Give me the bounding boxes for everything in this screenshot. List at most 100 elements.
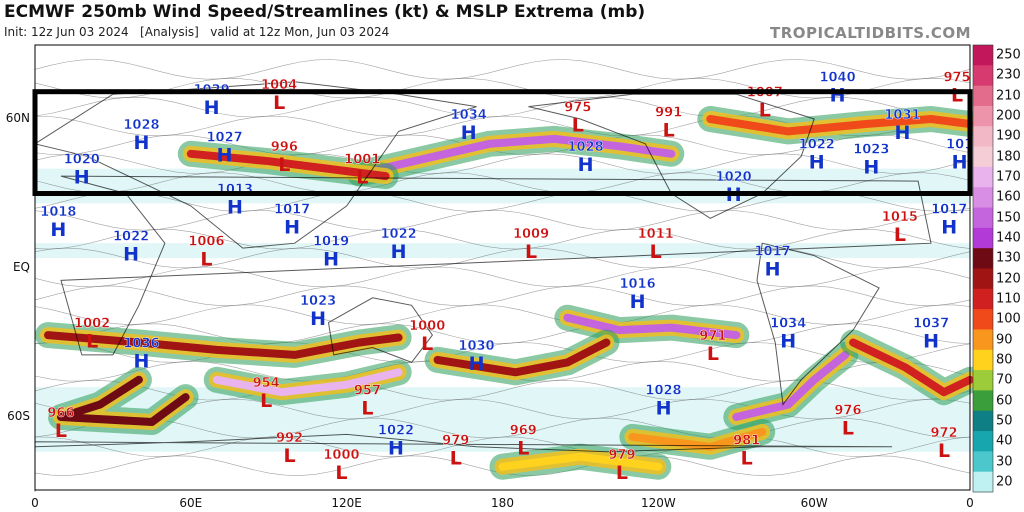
map-frame	[34, 44, 971, 491]
jet-stream-core	[186, 149, 390, 181]
pressure-symbol: L	[283, 445, 295, 467]
streamline	[34, 436, 971, 458]
pressure-symbol: L	[894, 224, 906, 246]
brand-watermark: TROPICALTIDBITS.COM	[770, 24, 971, 42]
jet-stream-core	[849, 338, 974, 397]
streamline	[34, 266, 971, 288]
colorbar-swatch	[973, 207, 993, 229]
jet-stream-core	[563, 313, 741, 340]
pressure-symbol: L	[650, 241, 662, 263]
jet-stream-core	[44, 331, 403, 359]
pressure-symbol: H	[134, 350, 150, 372]
pressure-symbol: H	[123, 244, 139, 266]
jet-stream-core	[57, 375, 190, 426]
pressure-value: 1018	[40, 205, 76, 220]
pressure-value: 979	[608, 448, 635, 463]
pressure-symbol: L	[260, 390, 272, 412]
pressure-value: 976	[834, 403, 861, 418]
colorbar-swatch	[973, 227, 993, 249]
pressure-value: 996	[271, 140, 298, 155]
pressure-symbol: H	[656, 398, 672, 420]
pressure-symbol: H	[310, 308, 326, 330]
pressure-value: 1022	[381, 227, 417, 242]
pressure-value: 1020	[716, 170, 752, 185]
pressure-symbol: L	[421, 333, 433, 355]
colorbar-label: 230	[996, 67, 1021, 83]
colorbar-swatch	[973, 349, 993, 371]
pressure-symbol: L	[517, 437, 529, 459]
pressure-value: 954	[253, 376, 280, 391]
pressure-symbol: L	[86, 331, 98, 353]
pressure-value: 979	[442, 433, 469, 448]
longitude-label: 120W	[640, 496, 676, 510]
latitude-label: 60N	[5, 111, 30, 125]
pressure-symbol: L	[616, 462, 628, 484]
pressure-symbol: L	[450, 447, 462, 469]
colorbar-label: 100	[996, 311, 1021, 327]
pressure-symbol: L	[525, 241, 537, 263]
pressure-symbol: L	[356, 167, 368, 189]
pressure-value: 972	[930, 426, 957, 441]
highlight-box	[32, 89, 973, 196]
pressure-symbol: L	[200, 249, 212, 271]
pressure-symbol: L	[938, 440, 950, 462]
colorbar-swatch	[973, 248, 993, 269]
pressure-symbol: H	[134, 132, 150, 154]
colorbar-label: 120	[996, 271, 1021, 287]
colorbar-swatch	[973, 166, 993, 188]
pressure-symbol: H	[923, 331, 939, 353]
colorbar-swatch	[973, 390, 993, 412]
pressure-value: 1028	[645, 384, 681, 399]
pressure-symbol: H	[630, 291, 646, 313]
pressure-value: 1031	[884, 108, 920, 123]
colorbar-swatch	[973, 65, 993, 87]
colorbar-swatch	[973, 451, 993, 473]
pressure-symbol: L	[335, 462, 347, 484]
colorbar-label: 30	[996, 454, 1013, 470]
colorbar-label: 250	[996, 47, 1021, 63]
pressure-symbol: L	[707, 343, 719, 365]
jet-stream-core	[732, 350, 850, 421]
pressure-symbol: H	[895, 122, 911, 144]
longitude-label: 0	[31, 496, 39, 510]
pressure-value: 1028	[123, 118, 159, 133]
pressure-value: 1027	[207, 130, 243, 145]
colorbar-swatch	[973, 288, 993, 310]
pressure-value: 1036	[123, 336, 159, 351]
pressure-symbol: H	[388, 437, 404, 459]
pressure-value: 1017	[931, 202, 967, 217]
pressure-value: 992	[276, 431, 303, 446]
pressure-symbol: H	[830, 85, 846, 107]
jet-stream-core	[433, 338, 611, 377]
pressure-symbol: H	[204, 97, 220, 119]
jet-stream-core	[355, 134, 676, 178]
pressure-value: 1002	[74, 317, 110, 332]
longitude-label: 60E	[179, 496, 203, 510]
pressure-value: 1011	[638, 227, 674, 242]
pressure-value: 1006	[188, 235, 224, 250]
